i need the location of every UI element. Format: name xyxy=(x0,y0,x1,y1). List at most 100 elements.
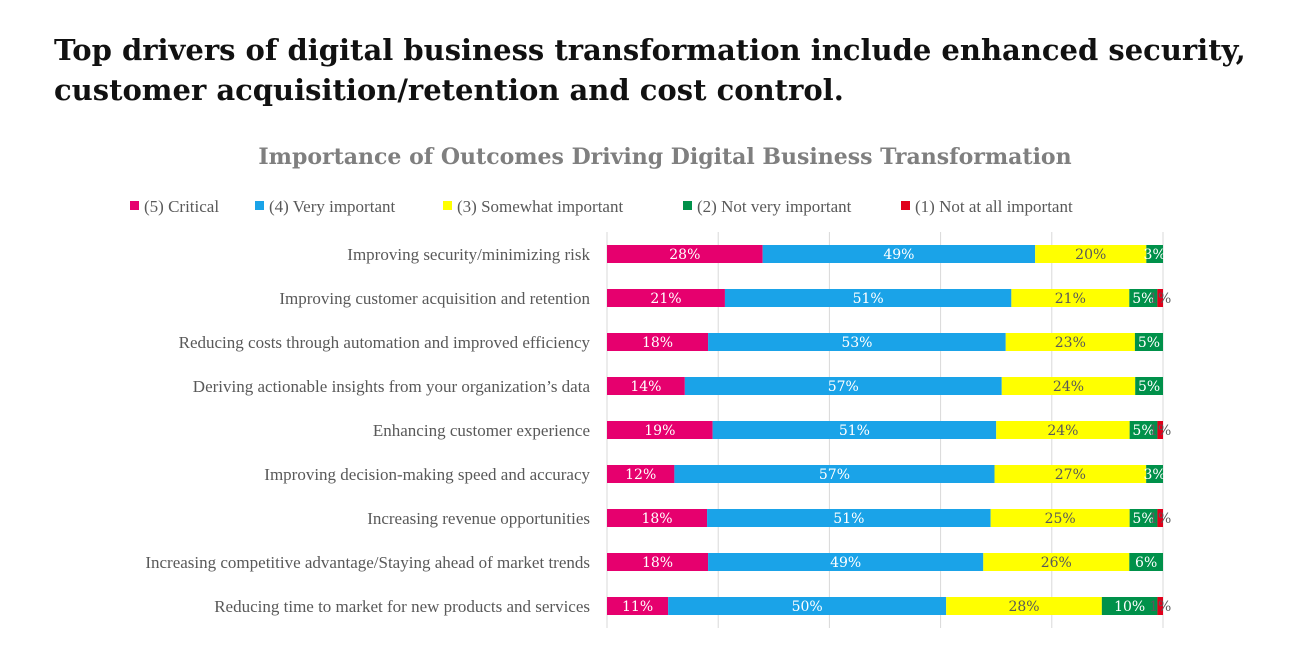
legend-label: (1) Not at all important xyxy=(915,197,1073,216)
data-label: 21% xyxy=(650,291,681,307)
data-label: 11% xyxy=(622,599,653,615)
bar-row: 28% 49% 20% 3% xyxy=(607,245,1166,263)
data-label: 5% xyxy=(1138,335,1160,351)
bar-row: 21% 51% 21% 5%1% xyxy=(607,289,1171,307)
bar-row: 12% 57% 27% 3% xyxy=(607,465,1166,483)
category-labels: Improving security/minimizing risk Improv… xyxy=(145,245,590,616)
category-label: Increasing revenue opportunities xyxy=(367,509,590,528)
bar-row: 18% 49% 26% 6% xyxy=(607,553,1163,571)
legend-label: (2) Not very important xyxy=(697,197,852,216)
data-label: 51% xyxy=(853,291,884,307)
data-label: 26% xyxy=(1041,555,1072,571)
category-label: Improving security/minimizing risk xyxy=(347,245,590,264)
bar-segment xyxy=(607,509,708,527)
bar-segment xyxy=(1129,289,1158,307)
bar-segment xyxy=(607,333,709,351)
category-label: Improving customer acquisition and reten… xyxy=(279,289,590,308)
bar-segment xyxy=(1134,333,1163,351)
headline: Top drivers of digital business transfor… xyxy=(54,33,1246,107)
legend-swatch xyxy=(255,201,264,210)
bar-segment xyxy=(762,245,1036,263)
bar-segment xyxy=(996,421,1130,439)
data-label: 18% xyxy=(642,335,673,351)
legend-swatch xyxy=(130,201,139,210)
bar-segment xyxy=(1157,289,1163,307)
bar-segment xyxy=(708,333,1006,351)
category-label: Improving decision-making speed and accu… xyxy=(264,465,590,484)
bar-segment xyxy=(1101,597,1158,615)
data-label: 24% xyxy=(1047,423,1078,439)
data-label: 49% xyxy=(883,247,914,263)
bar-segment xyxy=(607,597,669,615)
data-label: 28% xyxy=(1008,599,1039,615)
data-label: 18% xyxy=(642,555,673,571)
legend-swatch xyxy=(901,201,910,210)
bar-segment xyxy=(946,597,1102,615)
legend-swatch xyxy=(683,201,692,210)
data-label: 19% xyxy=(644,423,675,439)
bar-segment xyxy=(607,245,763,263)
data-label: 57% xyxy=(828,379,859,395)
data-label: 14% xyxy=(630,379,661,395)
category-label: Enhancing customer experience xyxy=(373,421,590,440)
bar-segment xyxy=(1129,421,1158,439)
data-label: 50% xyxy=(792,599,823,615)
legend-label: (4) Very important xyxy=(269,197,395,216)
data-label: 21% xyxy=(1055,291,1086,307)
data-label: 18% xyxy=(641,511,672,527)
legend-swatch xyxy=(443,201,452,210)
data-label: 28% xyxy=(669,247,700,263)
bar-row: 14% 57% 24% 5% xyxy=(607,377,1163,395)
bar-segment xyxy=(708,553,984,571)
bar-segment xyxy=(1005,333,1135,351)
chart-title: Importance of Outcomes Driving Digital B… xyxy=(258,144,1071,170)
bar-segment xyxy=(712,421,997,439)
bar-segment xyxy=(1135,377,1163,395)
category-label: Deriving actionable insights from your o… xyxy=(193,377,591,396)
data-label: 51% xyxy=(839,423,870,439)
data-label: 24% xyxy=(1053,379,1084,395)
legend: (5) Critical (4) Very important (3) Somewh… xyxy=(130,197,1073,216)
data-label: 3% xyxy=(1144,247,1166,263)
bar-segment xyxy=(1001,377,1136,395)
bar-segment xyxy=(674,465,995,483)
bar-segment xyxy=(668,597,947,615)
bar-segment xyxy=(607,465,675,483)
data-label: 1% xyxy=(1149,599,1171,615)
bar-segment xyxy=(1146,245,1163,263)
data-label: 1% xyxy=(1149,423,1171,439)
bar-segment xyxy=(607,553,709,571)
legend-label: (5) Critical xyxy=(144,197,219,216)
bar-row: 18% 53% 23% 5% xyxy=(607,333,1163,351)
bar-row: 19% 51% 24% 5%1% xyxy=(607,421,1171,439)
bar-segment xyxy=(983,553,1130,571)
bar-segment xyxy=(607,377,685,395)
bar-segment xyxy=(684,377,1002,395)
data-label: 5% xyxy=(1138,379,1160,395)
data-label: 10% xyxy=(1114,599,1145,615)
data-label: 57% xyxy=(819,467,850,483)
bar-segment xyxy=(1129,509,1158,527)
legend-label: (3) Somewhat important xyxy=(457,197,623,216)
bar-segment xyxy=(1157,421,1163,439)
data-label: 51% xyxy=(833,511,864,527)
data-label: 5% xyxy=(1132,511,1154,527)
bar-segment xyxy=(1129,553,1163,571)
data-label: 27% xyxy=(1055,467,1086,483)
bar-segment xyxy=(1157,597,1163,615)
bar-segment xyxy=(607,421,713,439)
data-label: 23% xyxy=(1055,335,1086,351)
bar-segment xyxy=(607,289,725,307)
category-label: Reducing time to market for new products… xyxy=(214,597,590,616)
bar-segment xyxy=(1146,465,1163,483)
data-label: 6% xyxy=(1135,555,1157,571)
bar-segment xyxy=(1011,289,1130,307)
data-label: 12% xyxy=(625,467,656,483)
bar-row: 18% 51% 25% 5%1% xyxy=(607,509,1171,527)
data-label: 25% xyxy=(1045,511,1076,527)
data-label: 1% xyxy=(1149,291,1171,307)
category-label: Reducing costs through automation and im… xyxy=(179,333,591,352)
bar-segment xyxy=(1035,245,1147,263)
bars: 28% 49% 20% 3%21% 51% 21% 5%1%18% 53% 23% 5%14% 57… xyxy=(607,245,1171,615)
data-label: 1% xyxy=(1149,511,1171,527)
